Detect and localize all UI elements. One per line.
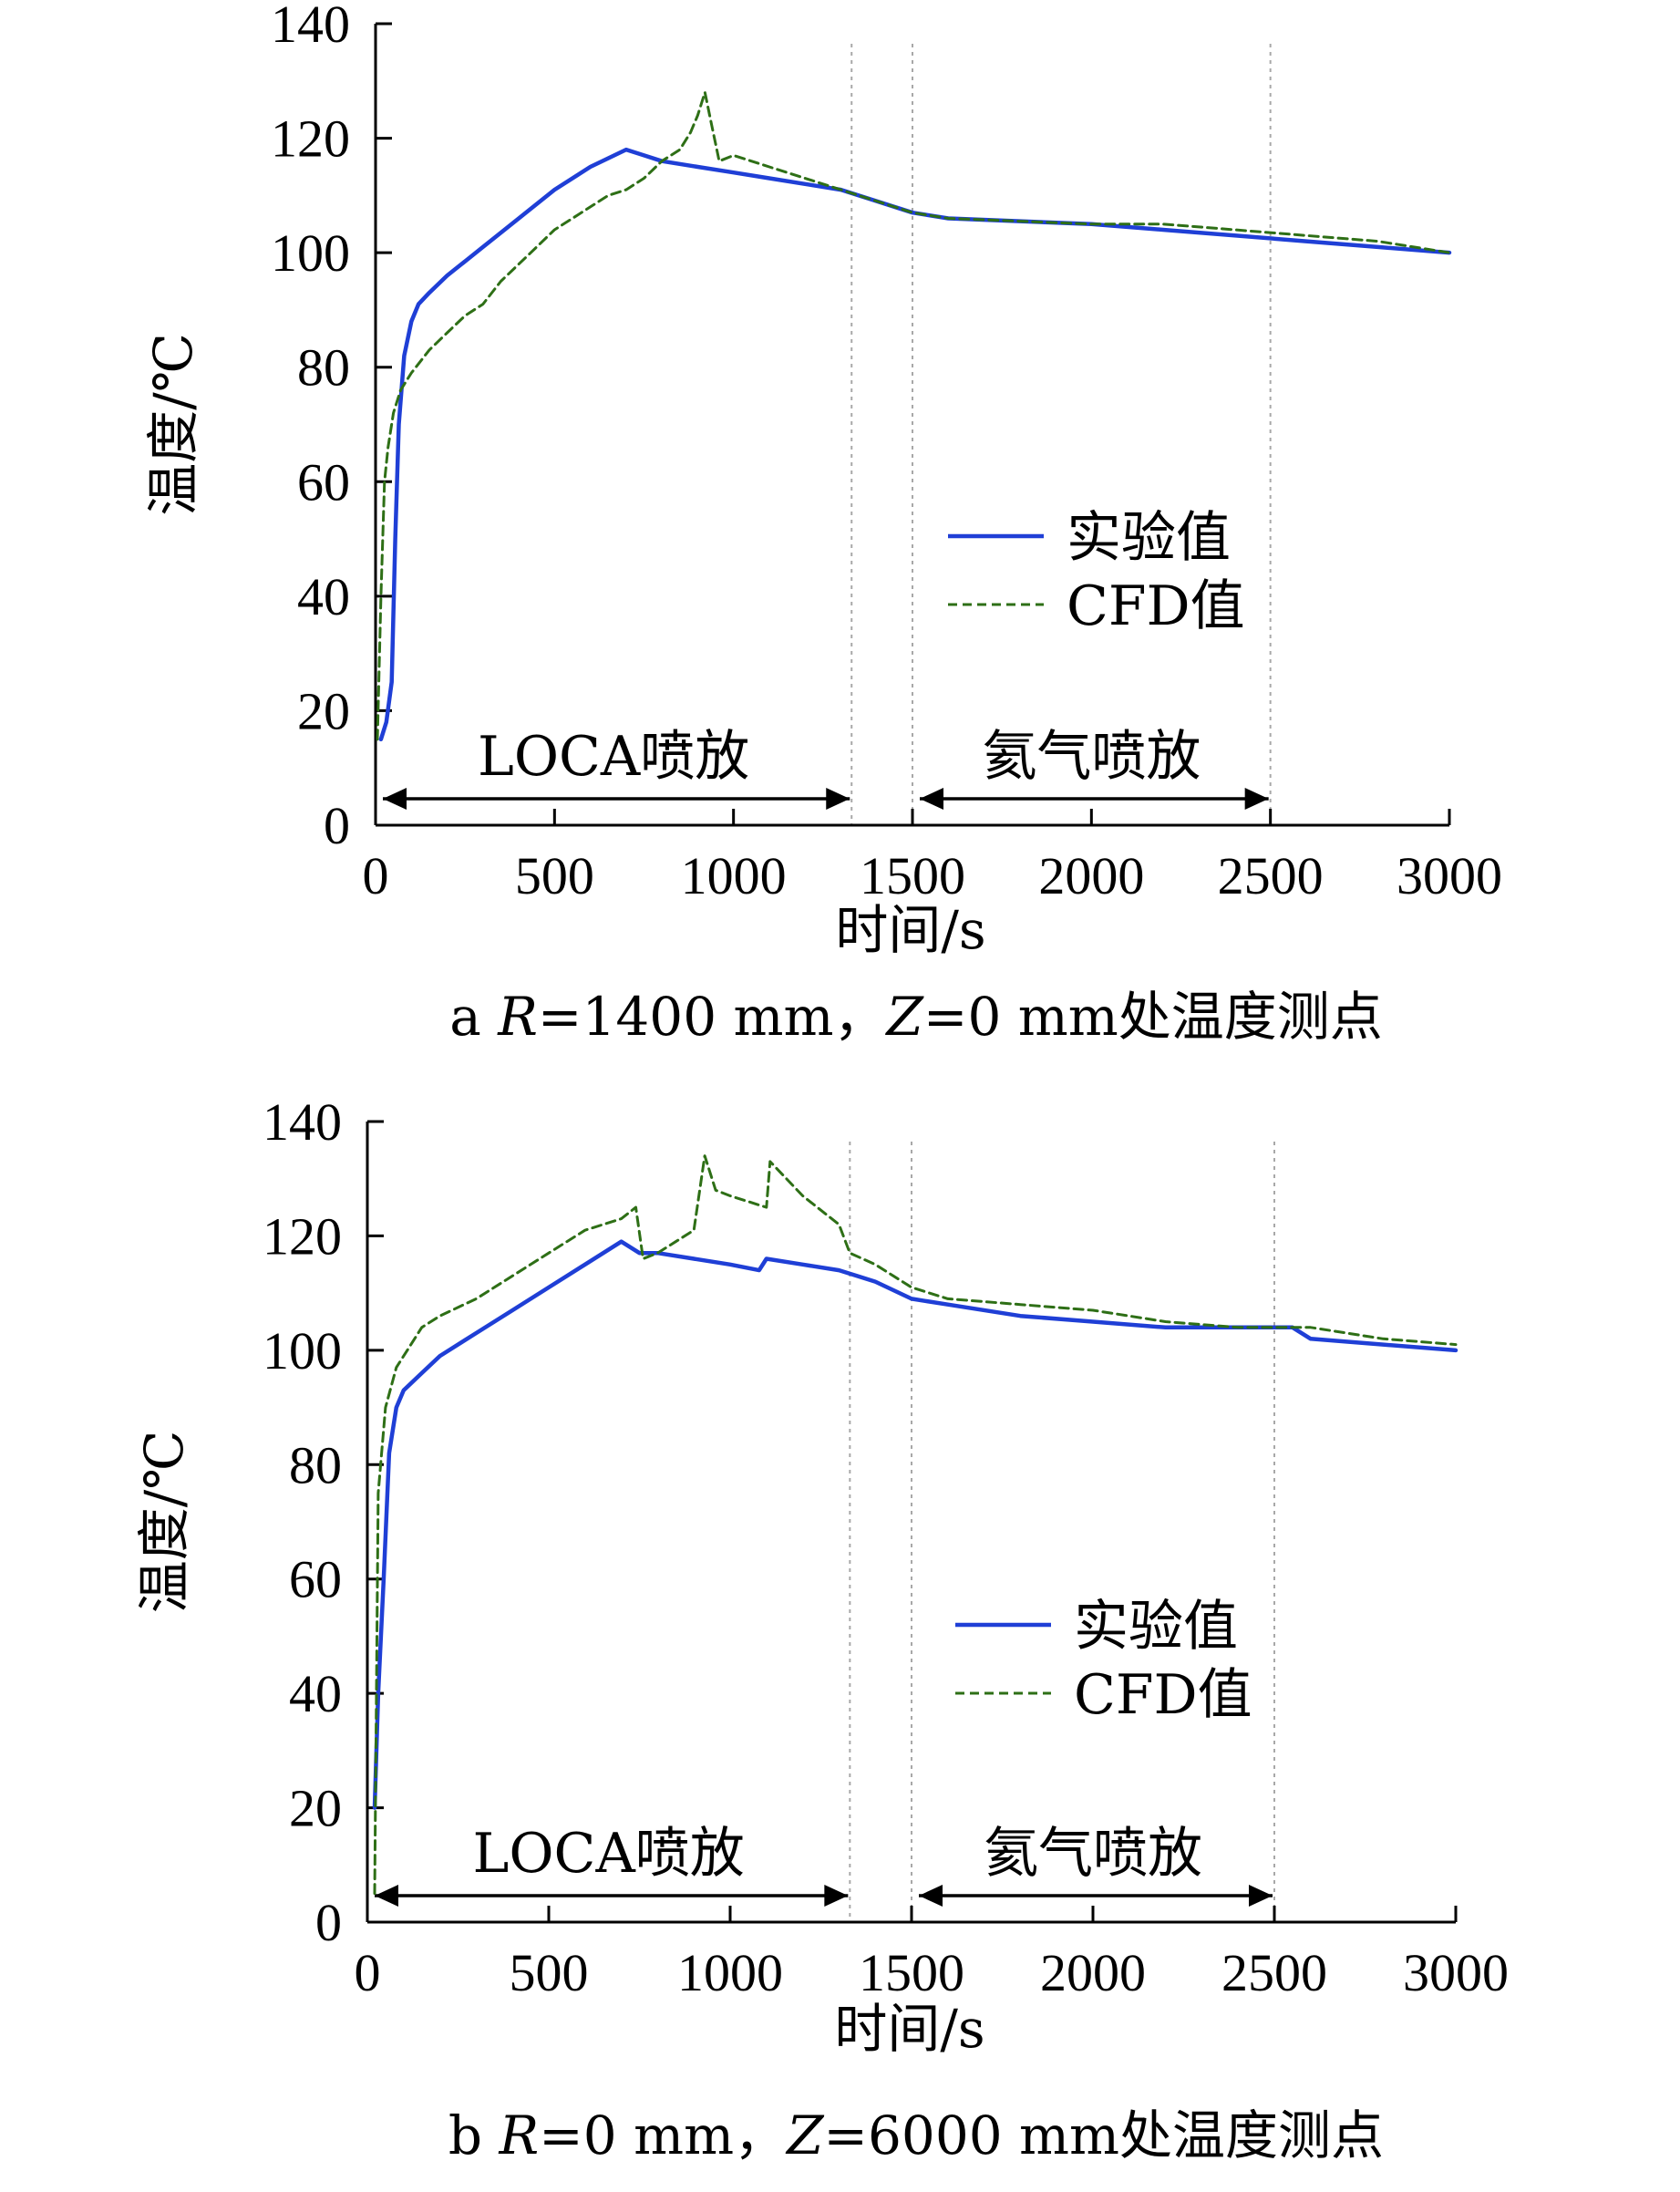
period-arrow-head-left-1: [919, 1885, 943, 1907]
period-annotations: LOCA喷放 氦气喷放: [383, 725, 1269, 810]
caption-z-variable: Z: [885, 986, 925, 1048]
x-tick-label: 0: [355, 1943, 381, 2002]
x-axis-title: 时间/s: [834, 1998, 984, 2060]
series-line-cfd: [373, 1154, 1458, 1896]
chart-caption: b R=0 mm，Z=6000 mm处温度测点: [448, 2104, 1384, 2166]
y-tick-label: 80: [289, 1435, 342, 1494]
period-label-helium: 氦气喷放: [982, 725, 1201, 789]
legend: 实验值 CFD值: [955, 1595, 1252, 1727]
x-tick-label: 500: [510, 1943, 589, 2002]
y-tick-label: 40: [289, 1664, 342, 1723]
y-tick-label: 20: [289, 1779, 342, 1838]
legend-label-experiment: 实验值: [1074, 1595, 1238, 1659]
y-tick-label: 60: [289, 1550, 342, 1609]
x-tick-label: 3000: [1403, 1943, 1509, 2002]
chart-b: LOCA喷放 氦气喷放 0 20 40 60 80 100 120 140 0 500 1000 15…: [133, 1092, 1509, 2166]
y-axis-title: 温度/℃: [133, 1431, 195, 1613]
caption-r-value: =0 mm，: [539, 2104, 787, 2166]
y-tick-label: 40: [297, 567, 350, 626]
x-tick-label: 1500: [859, 1943, 964, 2002]
y-tick-label: 100: [263, 1321, 342, 1380]
legend-label-experiment: 实验值: [1067, 506, 1231, 570]
x-tick-label: 2000: [1040, 1943, 1146, 2002]
period-annotations: LOCA喷放 氦气喷放: [375, 1822, 1273, 1907]
series-line-experiment: [378, 147, 1452, 742]
y-tick-label: 140: [271, 0, 350, 54]
y-tick-label: 60: [297, 452, 350, 512]
series-lines: [372, 1154, 1458, 1896]
caption-z-value: =0 mm处温度测点: [923, 986, 1383, 1048]
y-axis-title: 温度/℃: [142, 333, 204, 515]
series-lines: [376, 90, 1452, 742]
period-arrow-head-left-0: [383, 788, 407, 810]
x-tick-label: 2000: [1038, 846, 1144, 905]
x-tick-label: 0: [363, 846, 389, 905]
chart-a: LOCA喷放 氦气喷放 0 20 40 60 80 100 120 140 0 500 1000 15…: [142, 0, 1502, 1048]
x-tick-label: 2500: [1221, 1943, 1327, 2002]
period-arrow-head-right-0: [824, 1885, 849, 1907]
x-tick-label: 1000: [677, 1943, 783, 2002]
legend-label-cfd: CFD值: [1074, 1663, 1252, 1727]
caption-prefix: b: [448, 2104, 500, 2166]
x-tick-label: 500: [515, 846, 594, 905]
period-label-loca: LOCA喷放: [478, 725, 749, 789]
y-tick-label: 20: [297, 681, 350, 740]
period-dividers: [849, 1142, 1275, 1922]
x-tick-label: 3000: [1397, 846, 1502, 905]
period-arrow-head-left-1: [920, 788, 943, 810]
y-tick-label: 0: [324, 796, 350, 855]
chart-caption: a R=1400 mm，Z=0 mm处温度测点: [449, 986, 1383, 1048]
axes: 0 20 40 60 80 100 120 140 0 500 1000 1500 2000 2500 30…: [271, 0, 1502, 905]
y-tick-label: 80: [297, 338, 350, 398]
period-arrow-head-right-0: [826, 788, 850, 810]
x-axis-title: 时间/s: [835, 899, 985, 961]
y-tick-label: 120: [263, 1206, 342, 1266]
period-arrow-head-left-0: [375, 1885, 398, 1907]
period-dividers: [850, 44, 1272, 825]
caption-z-variable: Z: [785, 2104, 825, 2166]
period-arrow-head-right-1: [1249, 1885, 1273, 1907]
period-label-helium: 氦气喷放: [984, 1822, 1202, 1886]
series-line-cfd: [376, 90, 1451, 741]
caption-r-variable: R: [497, 986, 538, 1048]
y-tick-label: 100: [271, 223, 350, 283]
legend-label-cfd: CFD值: [1067, 574, 1245, 638]
y-tick-label: 120: [271, 109, 350, 169]
caption-r-value: =1400 mm，: [538, 986, 887, 1048]
y-tick-label: 140: [263, 1092, 342, 1152]
caption-prefix: a: [449, 986, 498, 1048]
legend: 实验值 CFD值: [948, 506, 1245, 638]
x-tick-label: 2500: [1218, 846, 1324, 905]
period-label-loca: LOCA喷放: [473, 1822, 745, 1886]
x-tick-label: 1000: [681, 846, 787, 905]
caption-r-variable: R: [499, 2104, 540, 2166]
series-line-experiment: [372, 1239, 1458, 1810]
y-tick-label: 0: [315, 1893, 342, 1952]
axes: 0 20 40 60 80 100 120 140 0 500 1000 1500 2000 2500 30…: [263, 1092, 1509, 2002]
period-arrow-head-right-1: [1244, 788, 1269, 810]
x-tick-label: 1500: [860, 846, 965, 905]
caption-z-value: =6000 mm处温度测点: [823, 2104, 1384, 2166]
